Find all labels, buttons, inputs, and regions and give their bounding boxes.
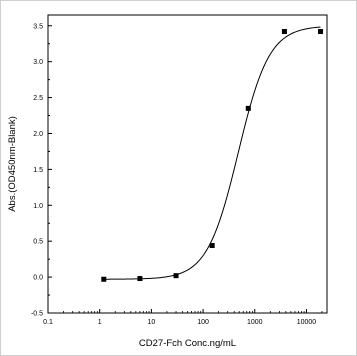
y-tick-label: 2.0 — [33, 131, 43, 138]
data-point — [318, 29, 323, 34]
x-tick-label: 100 — [197, 319, 209, 326]
y-tick-label: 0.0 — [33, 275, 43, 282]
plot-area: -0.5 0.0 0.5 1.0 1.5 2.0 2.5 3.0 3.5 0.1 1 10 100 100… — [31, 15, 327, 326]
fit-curve — [104, 27, 321, 279]
data-point — [210, 243, 215, 248]
x-tick-label: 10 — [147, 319, 155, 326]
data-point — [137, 276, 142, 281]
plot-border — [48, 15, 327, 313]
x-tick-label: 10000 — [297, 319, 317, 326]
data-point — [246, 106, 251, 111]
x-tick-label: 0.1 — [43, 319, 53, 326]
y-tick-label: 3.5 — [33, 23, 43, 30]
x-tick-label: 1000 — [247, 319, 263, 326]
y-tick-label: 0.5 — [33, 239, 43, 246]
y-axis-title: Abs.(OD450nm-Blank) — [7, 116, 18, 212]
data-point — [174, 273, 179, 278]
y-tick-label: 1.0 — [33, 203, 43, 210]
y-tick-label: 3.0 — [33, 59, 43, 66]
data-point — [282, 29, 287, 34]
x-axis-title: CD27-Fch Conc.ng/mL — [139, 338, 236, 349]
x-tick-label: 1 — [98, 319, 102, 326]
data-point — [101, 277, 106, 282]
y-tick-label: 1.5 — [33, 167, 43, 174]
y-tick-label: -0.5 — [31, 311, 43, 318]
y-tick-label: 2.5 — [33, 95, 43, 102]
